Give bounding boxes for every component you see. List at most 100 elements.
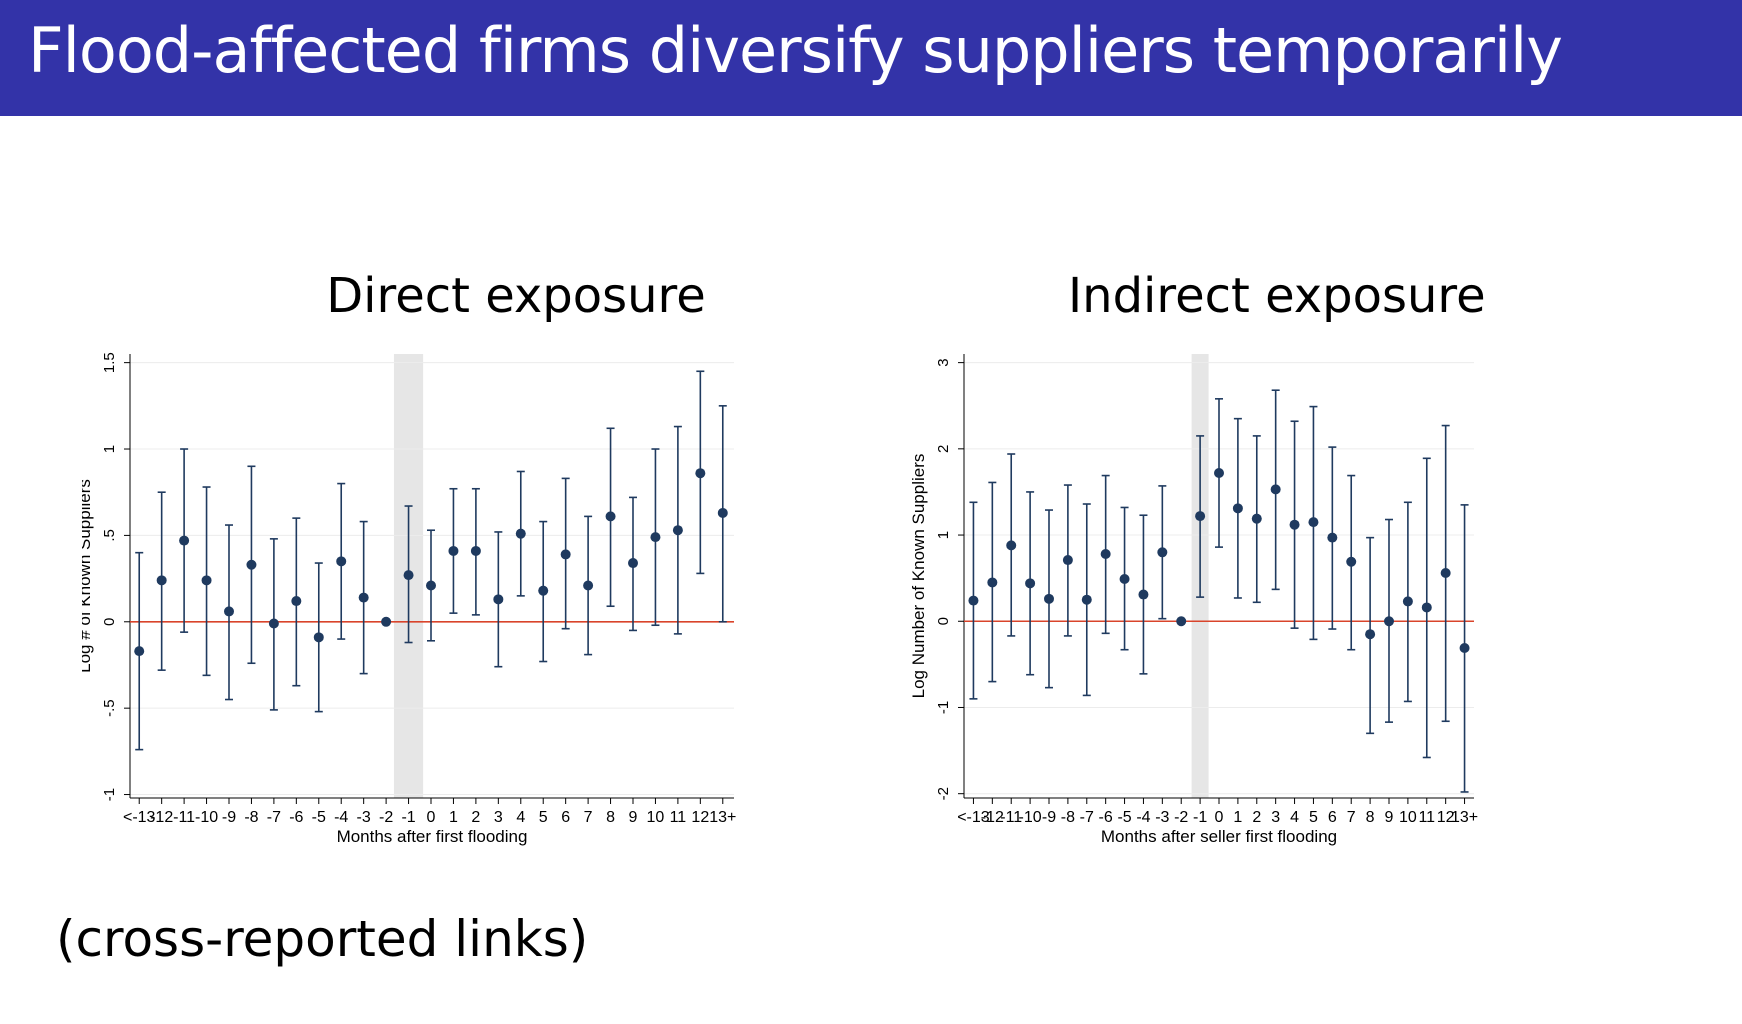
x-axis-title: Months after first flooding (337, 827, 528, 846)
indirect-exposure-heading: Indirect exposure (1068, 268, 1486, 324)
x-tick-label: 10 (647, 809, 665, 826)
x-tick-label: 7 (1347, 809, 1356, 826)
x-tick-label: -6 (1099, 809, 1113, 826)
y-tick-label: -1 (935, 701, 952, 714)
x-tick-label: 7 (584, 809, 593, 826)
x-tick-label: <-13 (957, 809, 990, 826)
estimate-point (156, 575, 167, 586)
estimate-point (313, 632, 324, 643)
x-tick-label: 8 (1366, 809, 1375, 826)
estimate-point (1119, 574, 1130, 585)
estimate-point (1006, 540, 1017, 551)
x-tick-label: -1 (401, 809, 415, 826)
x-tick-label: -8 (244, 809, 258, 826)
estimate-point (470, 545, 481, 556)
estimate-point (1138, 589, 1149, 600)
y-tick-label: -.5 (101, 699, 118, 717)
estimate-point (134, 646, 145, 657)
estimate-point (1100, 549, 1111, 560)
estimate-point (224, 606, 234, 617)
estimate-point (1346, 556, 1357, 567)
estimate-point (1402, 596, 1413, 607)
estimate-point (358, 592, 369, 603)
x-tick-label: 10 (1399, 809, 1417, 826)
estimate-point (1365, 629, 1376, 640)
estimate-point (628, 558, 638, 569)
estimate-point (583, 580, 594, 591)
estimate-point (179, 535, 190, 546)
estimate-point (268, 618, 279, 629)
x-axis-title: Months after seller first flooding (1101, 827, 1337, 846)
estimate-point (1270, 484, 1281, 495)
x-tick-label: 1 (1233, 809, 1242, 826)
estimate-point (1251, 513, 1262, 524)
x-tick-label: 6 (561, 809, 570, 826)
estimate-point (968, 595, 979, 606)
x-tick-label: <-13 (123, 809, 156, 826)
x-tick-label: 11 (670, 809, 687, 826)
x-tick-label: -7 (267, 809, 281, 826)
x-tick-label: 5 (539, 809, 548, 826)
estimate-point (403, 570, 414, 581)
x-tick-label: -12 (981, 809, 1004, 826)
estimate-point (650, 532, 661, 543)
estimate-point (515, 528, 526, 539)
x-tick-label: -10 (1019, 809, 1042, 826)
y-tick-label: 3 (935, 358, 952, 366)
x-tick-label: -3 (357, 809, 371, 826)
x-tick-label: 13+ (1451, 809, 1478, 826)
x-tick-label: 2 (471, 809, 480, 826)
estimate-point (493, 594, 504, 605)
estimate-point (426, 580, 436, 591)
x-tick-label: 9 (1385, 809, 1394, 826)
footnote: (cross-reported links) (56, 910, 589, 968)
estimate-point (1384, 616, 1394, 627)
estimate-point (1176, 616, 1187, 627)
y-tick-label: -1 (101, 788, 118, 801)
estimate-point (1195, 511, 1206, 522)
y-tick-label: 2 (935, 445, 952, 453)
x-tick-label: -5 (312, 809, 326, 826)
estimate-point (1308, 517, 1319, 528)
x-tick-label: -4 (1136, 809, 1150, 826)
x-tick-label: -7 (1080, 809, 1094, 826)
estimate-point (605, 511, 616, 522)
estimate-point (381, 616, 392, 627)
estimate-point (1440, 567, 1451, 578)
estimate-point (291, 596, 302, 607)
x-tick-label: 3 (494, 809, 503, 826)
x-tick-label: -11 (1000, 809, 1022, 826)
estimate-point (560, 549, 571, 560)
estimate-point (336, 556, 347, 567)
y-tick-label: 0 (935, 617, 952, 625)
x-tick-label: -9 (222, 809, 236, 826)
title-bar: Flood-affected firms diversify suppliers… (0, 0, 1742, 116)
x-tick-label: -3 (1155, 809, 1169, 826)
x-tick-label: 8 (606, 809, 615, 826)
x-tick-label: 3 (1271, 809, 1280, 826)
y-tick-label: 1 (935, 531, 952, 539)
x-tick-label: 11 (1418, 809, 1435, 826)
estimate-point (1157, 547, 1168, 558)
estimate-point (987, 577, 998, 588)
x-tick-label: 6 (1328, 809, 1337, 826)
x-tick-label: 12 (1437, 809, 1455, 826)
estimate-point (538, 585, 549, 596)
estimate-point (1232, 503, 1243, 514)
estimate-point (672, 525, 683, 536)
x-tick-label: 2 (1252, 809, 1261, 826)
x-tick-label: -11 (173, 809, 195, 826)
y-tick-label: .5 (101, 529, 118, 542)
estimate-point (201, 575, 212, 586)
y-axis-title: Log Number of Known Suppliers (909, 454, 928, 699)
estimate-point (1214, 467, 1224, 478)
x-tick-label: -1 (1193, 809, 1207, 826)
x-tick-label: 4 (1290, 809, 1299, 826)
x-tick-label: 12 (691, 809, 709, 826)
x-tick-label: 4 (516, 809, 525, 826)
slide-title: Flood-affected firms diversify suppliers… (28, 14, 1563, 87)
x-tick-label: -12 (150, 809, 173, 826)
estimate-point (1081, 594, 1092, 605)
plot-area (130, 354, 734, 798)
x-tick-label: -8 (1061, 809, 1075, 826)
